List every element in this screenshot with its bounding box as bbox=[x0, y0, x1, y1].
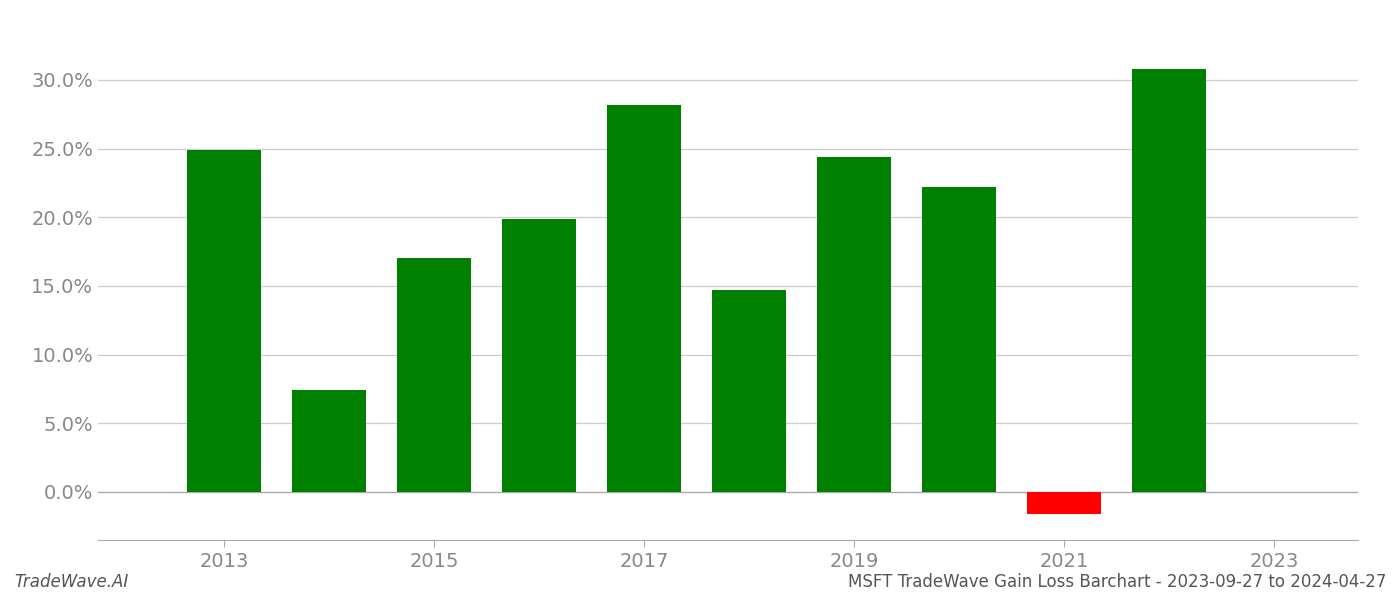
Bar bbox=[818, 157, 890, 492]
Bar bbox=[188, 150, 260, 492]
Bar bbox=[398, 259, 470, 492]
Text: TradeWave.AI: TradeWave.AI bbox=[14, 573, 129, 591]
Bar bbox=[923, 187, 995, 492]
Bar bbox=[1133, 69, 1205, 492]
Bar bbox=[293, 390, 365, 492]
Text: MSFT TradeWave Gain Loss Barchart - 2023-09-27 to 2024-04-27: MSFT TradeWave Gain Loss Barchart - 2023… bbox=[847, 573, 1386, 591]
Bar bbox=[1028, 492, 1100, 514]
Bar bbox=[713, 290, 785, 492]
Bar bbox=[503, 218, 575, 492]
Bar bbox=[608, 104, 680, 492]
